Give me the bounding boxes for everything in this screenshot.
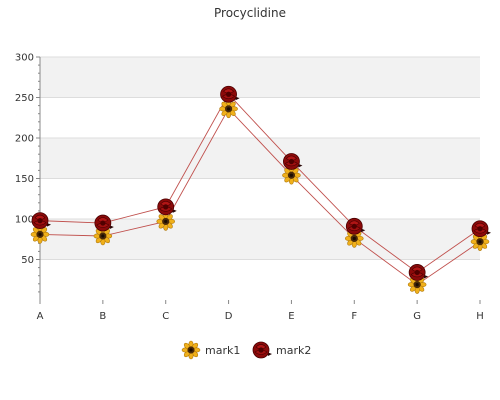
legend-item-mark2[interactable]: mark2	[252, 341, 311, 359]
legend: mark1 mark2	[181, 340, 311, 360]
legend-item-mark1[interactable]: mark1	[181, 340, 240, 360]
y-tick-label: 200	[15, 134, 34, 145]
x-tick-label: B	[99, 311, 106, 322]
gridlines	[40, 56, 480, 260]
plot-band	[40, 138, 480, 179]
y-tick-label: 150	[15, 174, 34, 185]
plot-band	[40, 219, 480, 260]
x-tick-label: G	[413, 311, 421, 322]
y-tick-label: 100	[15, 215, 34, 226]
x-tick-label: E	[288, 311, 294, 322]
series-markers	[30, 85, 492, 295]
data-point-mark2-C	[157, 198, 178, 216]
x-tick-label: D	[225, 311, 233, 322]
plot-band	[40, 57, 480, 98]
plot-background	[40, 57, 480, 260]
x-tick-label: C	[162, 311, 169, 322]
x-axis-ticks: A B C D E F G H	[37, 300, 484, 322]
rose-icon	[252, 341, 273, 359]
series-line-mark2	[39, 93, 481, 274]
series-line-mark1	[39, 108, 481, 286]
y-tick-label: 50	[21, 255, 34, 266]
sunflower-icon	[181, 340, 201, 360]
x-tick-label: A	[37, 311, 44, 322]
chart-title: Procyclidine	[214, 6, 286, 20]
x-tick-label: F	[351, 311, 357, 322]
series-lines	[39, 93, 481, 286]
y-tick-label: 250	[15, 93, 34, 104]
y-axis-ticks: 50 100 150 200 250 300	[15, 53, 40, 293]
x-tick-label: H	[476, 311, 484, 322]
legend-label-mark1: mark1	[205, 344, 240, 357]
y-tick-label: 300	[15, 53, 34, 64]
legend-label-mark2: mark2	[276, 344, 311, 357]
data-point-mark2-H	[471, 220, 492, 238]
